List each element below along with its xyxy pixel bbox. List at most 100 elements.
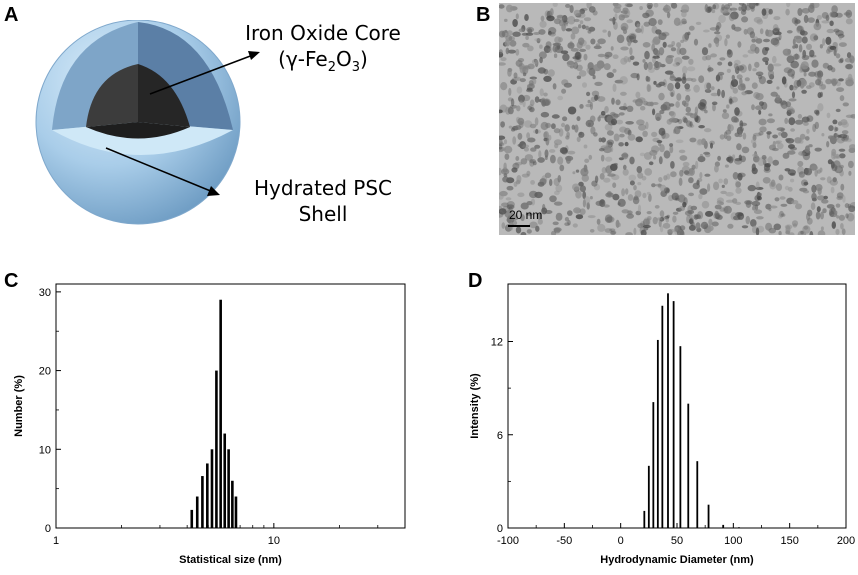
tem-particle <box>847 203 852 209</box>
tem-particle <box>670 161 675 169</box>
tem-particle <box>806 128 810 134</box>
chart-bar <box>672 301 675 528</box>
tem-particle <box>562 53 570 62</box>
tem-particle <box>752 68 757 72</box>
tem-particle <box>713 181 720 191</box>
tem-particle <box>520 214 525 222</box>
x-tick-label: 0 <box>618 535 624 547</box>
tem-particle <box>719 57 726 61</box>
tem-particle <box>811 59 819 68</box>
tem-particle <box>758 76 766 85</box>
tem-particle <box>788 232 795 235</box>
tem-particle <box>579 20 584 25</box>
tem-particle <box>658 47 665 56</box>
tem-particle <box>585 103 592 108</box>
tem-particle <box>668 117 678 123</box>
tem-particle <box>499 190 508 197</box>
tem-particle <box>504 153 510 160</box>
tem-particle <box>659 109 665 115</box>
x-tick-label: 100 <box>724 535 742 547</box>
tem-particle <box>701 47 709 56</box>
core-formula-part2: O <box>336 47 352 71</box>
tem-particle <box>731 96 738 103</box>
tem-particle <box>767 63 774 72</box>
tem-particle <box>745 215 751 225</box>
tem-particle <box>536 38 541 44</box>
tem-particle <box>742 54 749 58</box>
shell-arrowhead <box>207 186 220 196</box>
tem-particle <box>546 15 555 22</box>
tem-particle <box>612 54 619 59</box>
tem-particle <box>817 187 822 195</box>
tem-particle <box>754 105 764 111</box>
tem-particle <box>829 179 838 186</box>
tem-particle <box>632 196 640 205</box>
tem-particle <box>747 49 756 54</box>
tem-particle <box>842 102 849 107</box>
tem-particle <box>689 137 697 143</box>
tem-particle <box>606 72 614 79</box>
core-formula-part1: (γ-Fe <box>278 47 328 71</box>
tem-particle <box>838 214 845 221</box>
tem-particle <box>591 180 598 187</box>
tem-particle <box>597 96 606 102</box>
tem-particle <box>711 86 715 91</box>
tem-particle <box>593 45 602 50</box>
tem-particle <box>562 116 568 122</box>
tem-particle <box>653 155 657 160</box>
tem-particle <box>592 74 596 80</box>
tem-particle <box>582 82 587 88</box>
tem-particle <box>788 98 797 102</box>
tem-particle <box>573 18 580 23</box>
tem-particle <box>755 227 760 235</box>
tem-particle <box>575 209 581 214</box>
tem-particle <box>717 71 725 76</box>
tem-particle <box>669 75 676 82</box>
tem-particle <box>708 218 713 226</box>
tem-particle <box>682 65 688 75</box>
tem-particle <box>703 151 710 155</box>
tem-particle <box>625 188 629 195</box>
tem-particle <box>501 222 506 229</box>
tem-particle <box>505 47 510 55</box>
tem-particle <box>670 47 677 52</box>
panel-b-letter: B <box>476 4 491 26</box>
tem-particle <box>595 43 600 48</box>
tem-particle <box>672 215 677 223</box>
tem-particle <box>703 29 710 33</box>
tem-particle <box>730 11 739 20</box>
tem-particle <box>613 133 620 142</box>
scale-bar-label: 20 nm <box>509 208 543 222</box>
tem-particle <box>707 183 711 192</box>
tem-particle <box>583 196 591 205</box>
core-arrow <box>149 54 254 95</box>
tem-particle <box>687 209 695 215</box>
tem-particle <box>678 177 683 186</box>
tem-particle <box>731 24 736 30</box>
tem-particle <box>755 38 763 44</box>
tem-particle <box>656 217 662 221</box>
tem-particle <box>521 144 530 148</box>
tem-particle <box>752 134 757 141</box>
tem-particle <box>735 181 741 188</box>
tem-particle <box>626 213 634 219</box>
tem-particle <box>844 64 852 70</box>
tem-particle <box>829 20 834 27</box>
tem-particle <box>814 121 819 130</box>
tem-particle <box>656 140 663 144</box>
tem-particle <box>503 162 507 170</box>
tem-particle <box>817 75 822 82</box>
tem-particle <box>612 68 617 73</box>
tem-particle <box>787 107 795 113</box>
tem-particle <box>524 154 534 161</box>
tem-particle <box>724 205 732 214</box>
tem-particle <box>735 187 742 194</box>
tem-particle <box>744 77 750 82</box>
tem-particle <box>663 175 668 181</box>
tem-particle <box>555 212 563 221</box>
tem-particle <box>724 38 728 47</box>
tem-particle <box>786 55 795 64</box>
tem-particle <box>644 50 650 60</box>
tem-particle <box>767 156 773 165</box>
tem-particle <box>612 182 617 188</box>
